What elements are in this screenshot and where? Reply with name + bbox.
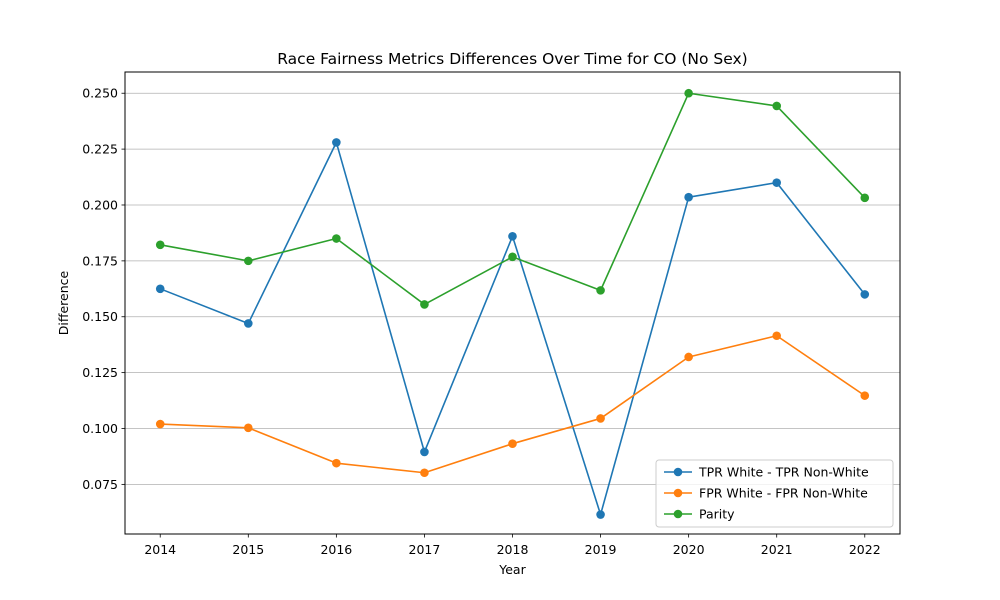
- legend-label: Parity: [699, 507, 735, 522]
- y-axis-label: Difference: [56, 270, 71, 335]
- data-point: [332, 458, 341, 468]
- data-point: [684, 352, 693, 362]
- data-point: [860, 193, 870, 203]
- legend-marker: [673, 467, 683, 477]
- data-point: [420, 447, 429, 457]
- y-tick-label: 0.100: [82, 421, 118, 436]
- x-tick-label: 2018: [497, 542, 529, 557]
- x-tick-label: 2020: [673, 542, 705, 557]
- data-point: [684, 192, 693, 202]
- x-tick-label: 2017: [409, 542, 441, 557]
- data-point: [332, 234, 341, 243]
- data-point: [860, 391, 870, 400]
- data-point: [508, 252, 517, 262]
- y-tick-label: 0.175: [82, 253, 118, 268]
- y-tick-label: 0.075: [82, 477, 118, 492]
- data-point: [772, 178, 782, 187]
- data-point: [243, 423, 253, 433]
- data-point: [243, 319, 253, 328]
- data-point: [332, 138, 341, 147]
- axes: 0.075 0.100 0.125 0.150 0.175 0.200 0.225 0.250…: [82, 86, 880, 557]
- data-point: [860, 290, 870, 299]
- gridlines: [125, 92, 900, 485]
- y-tick-label: 0.125: [82, 365, 118, 380]
- data-point: [772, 101, 782, 111]
- data-point: [508, 439, 517, 449]
- x-tick-label: 2014: [144, 542, 176, 557]
- x-tick-label: 2015: [232, 542, 264, 557]
- data-point: [772, 331, 782, 341]
- legend: TPR White - TPR Non-White FPR White - FPR…: [655, 459, 894, 528]
- legend-box: [655, 459, 894, 528]
- data-point: [420, 300, 429, 309]
- data-point: [508, 231, 517, 241]
- data-point: [420, 468, 429, 478]
- data-point: [684, 88, 693, 98]
- legend-label: TPR White - TPR Non-White: [698, 465, 869, 480]
- y-tick-label: 0.250: [82, 86, 118, 101]
- y-tick-label: 0.200: [82, 197, 118, 212]
- x-tick-label: 2022: [849, 542, 881, 557]
- data-point: [155, 240, 165, 250]
- x-tick-label: 2021: [761, 542, 793, 557]
- x-axis-label: Year: [498, 562, 526, 577]
- legend-marker: [673, 488, 683, 498]
- data-point: [243, 256, 253, 266]
- y-tick-label: 0.225: [82, 142, 118, 157]
- x-tick-label: 2019: [585, 542, 617, 557]
- data-point: [596, 414, 605, 423]
- legend-marker: [673, 509, 683, 519]
- chart-title: Race Fairness Metrics Differences Over T…: [277, 50, 747, 68]
- x-tick-label: 2016: [320, 542, 352, 557]
- data-point: [596, 510, 605, 519]
- series-layer: [155, 88, 870, 519]
- y-tick-label: 0.150: [82, 309, 118, 324]
- data-point: [155, 419, 165, 429]
- legend-label: FPR White - FPR Non-White: [699, 486, 868, 501]
- data-point: [596, 286, 605, 295]
- data-point: [155, 284, 165, 294]
